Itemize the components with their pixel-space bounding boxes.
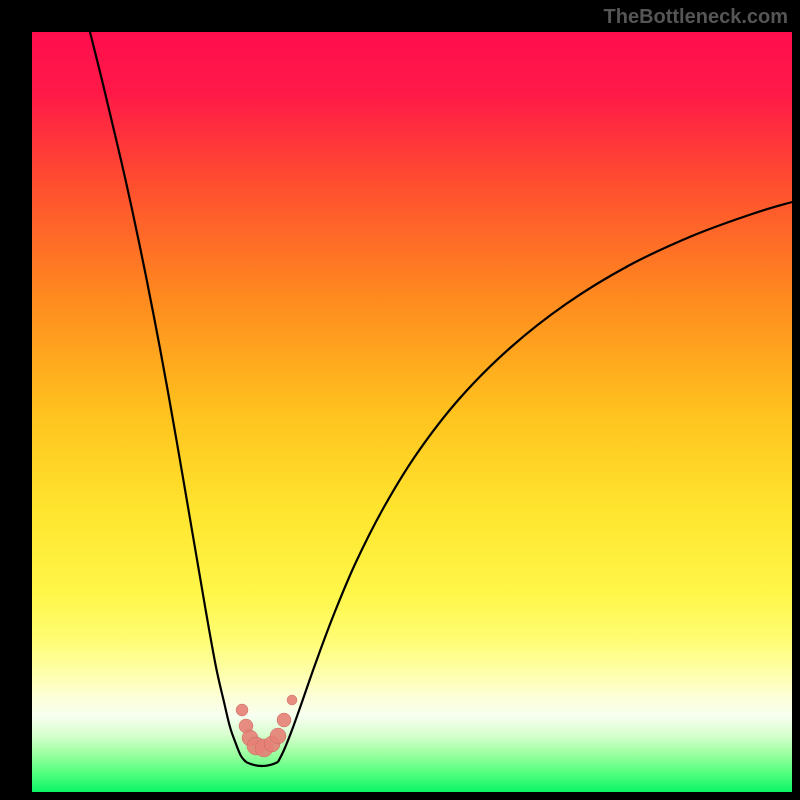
marker-dot <box>277 713 291 727</box>
gradient-background <box>32 32 792 792</box>
chart-frame: TheBottleneck.com <box>0 0 800 800</box>
chart-svg <box>0 0 800 800</box>
marker-dot <box>287 695 297 705</box>
plot-area <box>32 32 792 792</box>
marker-dot <box>270 728 286 744</box>
marker-dot <box>236 704 248 716</box>
watermark-text: TheBottleneck.com <box>604 6 788 29</box>
